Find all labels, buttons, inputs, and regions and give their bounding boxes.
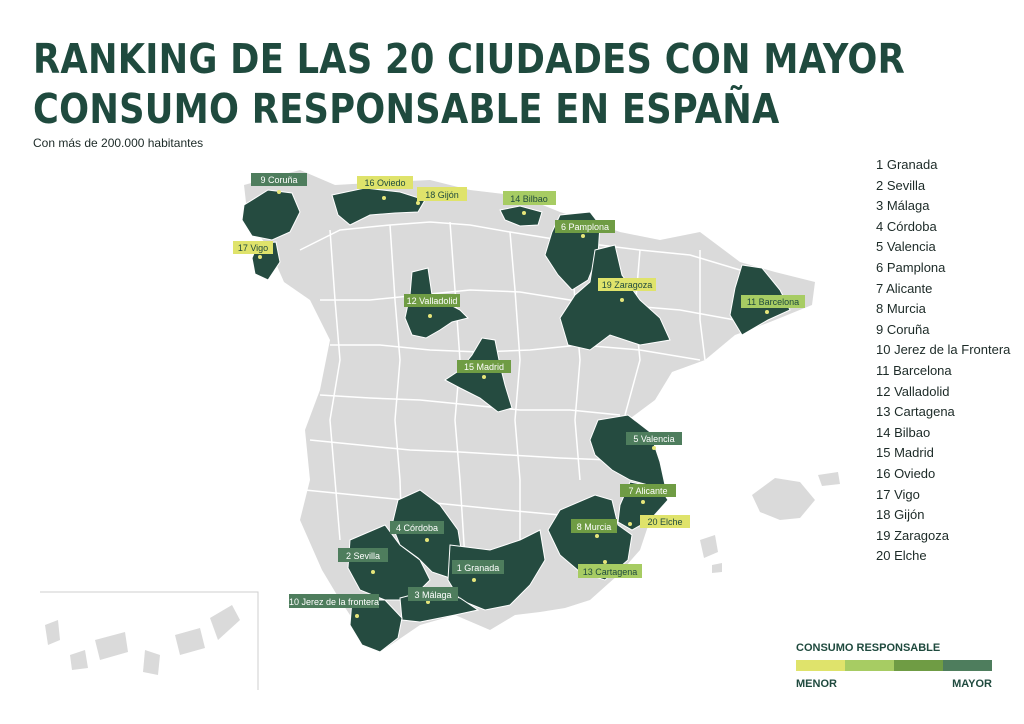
ranking-item: 9 Coruña (876, 321, 930, 337)
svg-text:1 Granada: 1 Granada (457, 563, 500, 573)
province-asturias (331, 187, 426, 226)
ranking-item: 5 Valencia (876, 239, 936, 255)
ranking-item: 20 Elche (876, 548, 927, 564)
ranking-item: 17 Vigo (876, 486, 920, 502)
ranking-item: 8 Murcia (876, 301, 926, 317)
svg-text:12 Valladolid: 12 Valladolid (407, 296, 458, 306)
ranking-item: 6 Pamplona (876, 259, 946, 275)
ranking-item: 16 Oviedo (876, 465, 936, 481)
ranking-list: 1 Granada 2 Sevilla 3 Málaga 4 Córdoba 5… (876, 155, 1010, 567)
city-label: 10 Jerez de la frontera (289, 594, 379, 608)
svg-text:18 Gijón: 18 Gijón (425, 190, 459, 200)
city-label: 4 Córdoba (390, 521, 444, 534)
city-label: 15 Madrid (457, 360, 511, 373)
ranking-item: 13 Cartagena (876, 404, 955, 420)
ranking-item: 19 Zaragoza (876, 527, 949, 543)
ranking-item: 10 Jerez de la Frontera (876, 342, 1011, 358)
page-title: RANKING DE LAS 20 CIUDADES CON MAYOR CON… (33, 34, 905, 134)
svg-text:5 Valencia: 5 Valencia (633, 434, 674, 444)
city-label: 16 Oviedo (357, 176, 413, 189)
city-label: 13 Cartagena (578, 564, 642, 578)
legend-title: CONSUMO RESPONSABLE (796, 642, 941, 654)
svg-text:9 Coruña: 9 Coruña (260, 175, 297, 185)
city-label: 6 Pamplona (555, 220, 615, 233)
ibiza (700, 535, 718, 558)
ranking-item: 4 Córdoba (876, 218, 937, 234)
ranking-item: 15 Madrid (876, 445, 934, 461)
svg-text:20 Elche: 20 Elche (647, 517, 682, 527)
city-label: 17 Vigo (233, 241, 273, 254)
legend-labels: MENOR MAYOR (796, 678, 992, 690)
ranking-item: 11 Barcelona (876, 362, 952, 378)
canary-inset-frame (40, 591, 259, 690)
legend-swatch-1 (796, 660, 845, 671)
province-murcia (547, 494, 633, 581)
city-label: 11 Barcelona (741, 295, 805, 308)
formentera (712, 563, 722, 573)
svg-text:10 Jerez de la frontera: 10 Jerez de la frontera (289, 597, 379, 607)
canary-island-5 (175, 628, 205, 655)
province-bizkaia (499, 205, 543, 227)
ranking-item: 12 Valladolid (876, 383, 950, 399)
svg-text:17 Vigo: 17 Vigo (238, 243, 268, 253)
ranking-item: 2 Sevilla (876, 177, 926, 193)
svg-text:13 Cartagena: 13 Cartagena (583, 567, 638, 577)
ranking-item: 18 Gijón (876, 507, 925, 523)
svg-text:15 Madrid: 15 Madrid (464, 362, 504, 372)
city-label: 14 Bilbao (503, 191, 556, 205)
city-label: 20 Elche (640, 515, 690, 528)
ranking-item: 14 Bilbao (876, 424, 931, 440)
city-label: 7 Alicante (620, 484, 676, 497)
city-label: 12 Valladolid (404, 294, 460, 307)
title-line-2: CONSUMO RESPONSABLE EN ESPAÑA (33, 85, 780, 133)
svg-text:14 Bilbao: 14 Bilbao (510, 194, 548, 204)
city-label: 1 Granada (452, 560, 504, 574)
city-label: 8 Murcia (571, 519, 617, 533)
province-coruna (241, 189, 301, 241)
svg-text:7 Alicante: 7 Alicante (628, 486, 667, 496)
legend-swatch-3 (894, 660, 943, 671)
canary-island-1 (45, 620, 60, 645)
svg-text:16 Oviedo: 16 Oviedo (364, 178, 405, 188)
legend-swatch-4 (943, 660, 992, 671)
svg-text:3 Málaga: 3 Málaga (414, 590, 451, 600)
city-label: 3 Málaga (408, 587, 458, 601)
city-label: 19 Zaragoza (598, 278, 656, 291)
svg-text:8 Murcia: 8 Murcia (577, 522, 612, 532)
menorca (818, 472, 840, 486)
canary-island-2 (70, 650, 88, 670)
legend-color-scale (796, 660, 992, 671)
city-label: 5 Valencia (626, 432, 682, 445)
svg-text:4 Córdoba: 4 Córdoba (396, 523, 438, 533)
svg-text:19 Zaragoza: 19 Zaragoza (602, 280, 653, 290)
ranking-item: 3 Málaga (876, 198, 930, 214)
svg-text:11 Barcelona: 11 Barcelona (747, 297, 799, 307)
city-label: 18 Gijón (417, 187, 467, 201)
legend-high-label: MAYOR (952, 678, 992, 690)
province-cadiz (349, 599, 403, 653)
city-label: 9 Coruña (251, 173, 307, 186)
city-label: 2 Sevilla (338, 548, 388, 562)
mallorca (752, 478, 815, 520)
ranking-item: 1 Granada (876, 157, 938, 172)
canary-island-6 (210, 605, 240, 640)
svg-text:2 Sevilla: 2 Sevilla (346, 551, 380, 561)
title-line-1: RANKING DE LAS 20 CIUDADES CON MAYOR (33, 35, 906, 83)
svg-text:6 Pamplona: 6 Pamplona (561, 222, 609, 232)
canary-island-3 (95, 632, 128, 660)
legend: CONSUMO RESPONSABLE MENOR MAYOR (796, 642, 992, 690)
ranking-item: 7 Alicante (876, 280, 933, 296)
legend-swatch-2 (845, 660, 894, 671)
canary-island-4 (143, 650, 160, 675)
subtitle: Con más de 200.000 habitantes (33, 136, 204, 150)
city-dots (258, 190, 769, 618)
legend-low-label: MENOR (796, 678, 837, 690)
